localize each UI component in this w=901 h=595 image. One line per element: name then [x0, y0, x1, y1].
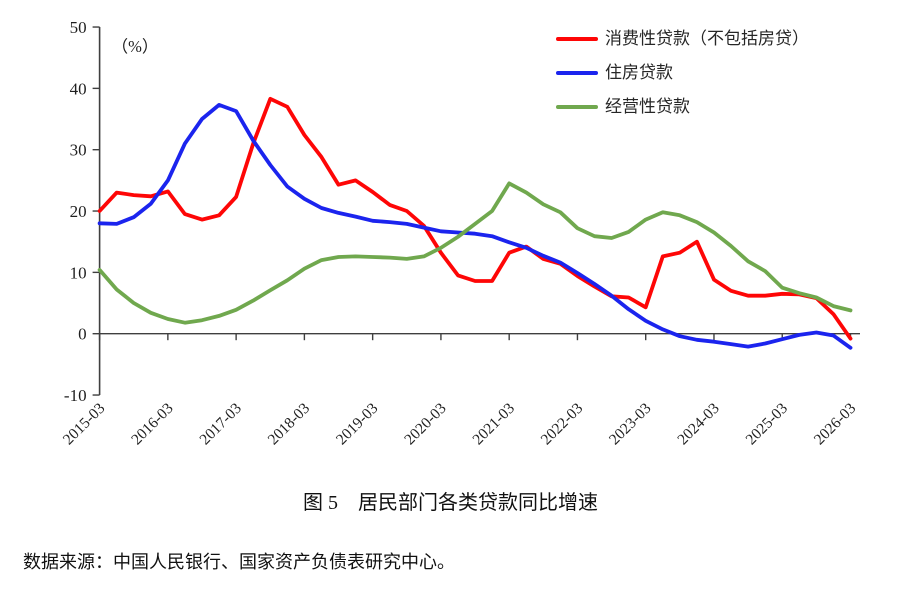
x-axis-tick-label: 2017-03 — [196, 400, 245, 449]
x-axis-tick-label: 2022-03 — [538, 400, 587, 449]
y-axis-tick-label: 50 — [70, 18, 87, 37]
y-axis-tick-label: 30 — [70, 141, 87, 160]
legend-item-business-loans: 经营性贷款 — [556, 96, 809, 118]
housing-loans-line-marker — [556, 71, 598, 75]
y-axis-tick-label: 20 — [70, 202, 87, 221]
series-line-1 — [97, 103, 853, 350]
y-axis-unit-label: （%） — [112, 37, 159, 56]
x-axis-tick-label: 2018-03 — [265, 400, 314, 449]
y-axis-tick-label: -10 — [64, 386, 87, 405]
business-loans-line-marker — [556, 105, 598, 109]
x-axis-tick-label: 2019-03 — [333, 400, 382, 449]
x-axis-tick-label: 2024-03 — [674, 400, 723, 449]
legend-label: 消费性贷款（不包括房贷） — [605, 29, 809, 48]
x-axis-tick-label: 2025-03 — [743, 400, 792, 449]
legend-item-housing-loans: 住房贷款 — [556, 62, 809, 84]
y-axis-tick-label: 10 — [70, 263, 87, 282]
x-axis-tick-label: 2020-03 — [401, 400, 450, 449]
legend-label: 住房贷款 — [605, 63, 673, 82]
chart-legend: 消费性贷款（不包括房贷） 住房贷款 经营性贷款 — [556, 28, 809, 118]
consumer-loans-line-marker — [556, 37, 598, 41]
data-source-note: 数据来源：中国人民银行、国家资产负债表研究中心。 — [23, 552, 455, 572]
x-axis-tick-label: 2015-03 — [60, 400, 109, 449]
x-axis-tick-label: 2026-03 — [811, 400, 860, 449]
x-axis-tick-label: 2021-03 — [469, 400, 518, 449]
legend-label: 经营性贷款 — [605, 97, 690, 116]
series-line-0 — [97, 96, 853, 341]
series-line-2 — [97, 181, 853, 325]
loan-growth-chart: 50 40 30 20 10 0 -10 （%） 2015-03 2016-03 2017-03 20… — [60, 18, 860, 449]
figure-caption: 图 5 居民部门各类贷款同比增速 — [303, 492, 598, 514]
legend-item-consumer-loans: 消费性贷款（不包括房贷） — [556, 28, 809, 50]
y-axis-tick-label: 40 — [70, 79, 87, 98]
x-axis-tick-label: 2023-03 — [606, 400, 655, 449]
y-axis-tick-label: 0 — [78, 325, 87, 344]
x-axis-tick-label: 2016-03 — [128, 400, 177, 449]
